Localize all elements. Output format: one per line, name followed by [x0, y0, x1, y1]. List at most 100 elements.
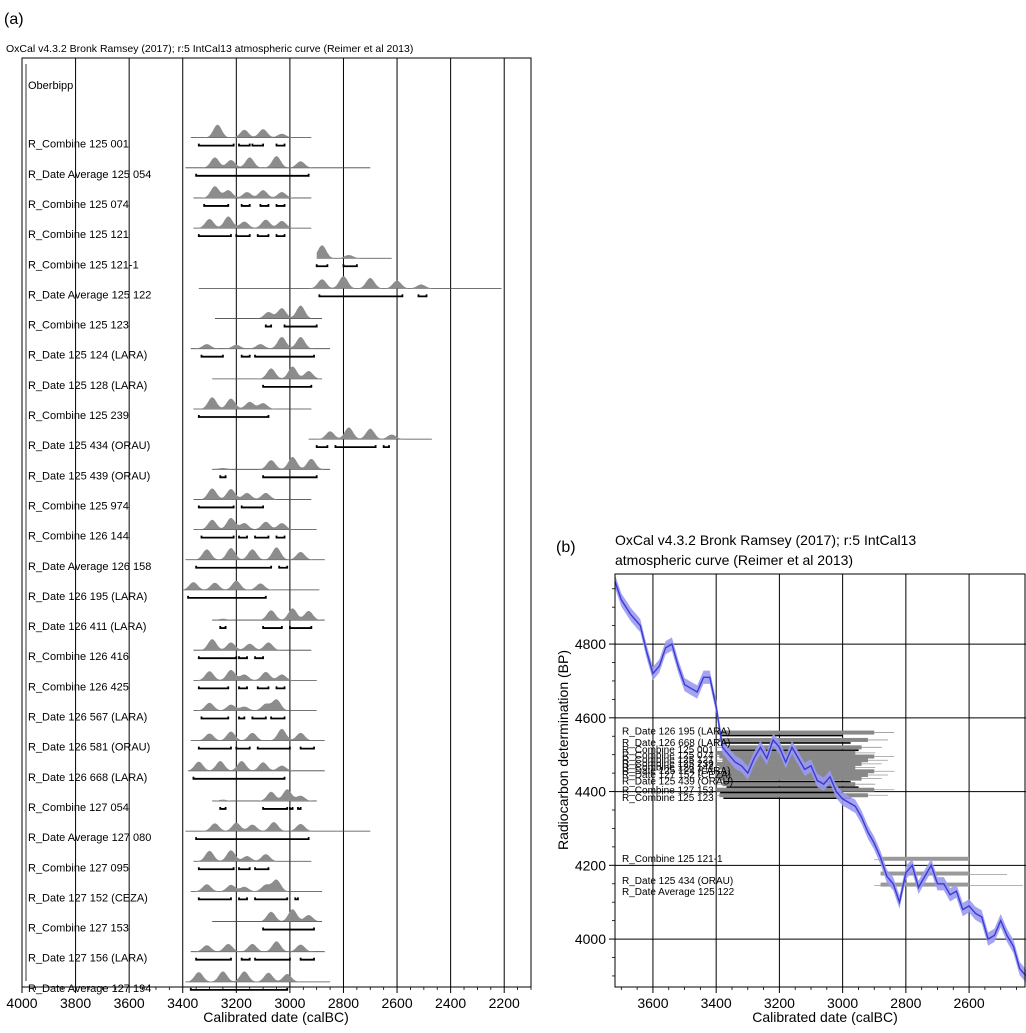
- distribution: [214, 305, 323, 319]
- range-bracket: [197, 415, 270, 418]
- range-bracket: [315, 445, 329, 449]
- y-tick-label: 4000: [575, 931, 606, 947]
- sample-label: R_Combine 125 001: [622, 745, 714, 756]
- range-bracket: [219, 806, 227, 810]
- y-tick-label: 4600: [575, 710, 606, 726]
- distribution: [212, 789, 317, 801]
- distribution: [193, 669, 317, 681]
- distribution: [722, 758, 868, 763]
- distribution: [190, 879, 323, 892]
- distribution: [212, 608, 325, 621]
- distribution: [716, 750, 856, 755]
- x-tick-label: 3600: [114, 995, 145, 1011]
- x-tick-label: 2800: [890, 995, 921, 1011]
- range-bracket: [197, 686, 230, 690]
- entry-label: R_Date 125 124 (LARA): [28, 350, 147, 362]
- range-bracket: [275, 686, 286, 690]
- sample-label: R_Date 126 668 (LARA): [622, 738, 730, 749]
- range-bracket: [197, 505, 235, 509]
- range-bracket: [200, 716, 230, 720]
- x-tick-label: 3200: [764, 995, 795, 1011]
- entry-label: R_Combine 125 074: [28, 199, 129, 211]
- entry-label: R_Combine 127 153: [28, 923, 129, 935]
- plot-frame: [21, 57, 532, 988]
- calibration-band: [615, 574, 1026, 983]
- distribution: [719, 776, 862, 781]
- range-bracket: [238, 897, 248, 901]
- range-bracket: [197, 656, 238, 660]
- distribution: [193, 488, 312, 500]
- distribution: [193, 397, 312, 409]
- distribution: [308, 427, 432, 440]
- range-bracket: [195, 173, 310, 177]
- panel-a-header: OxCal v4.3.2 Bronk Ramsey (2017); r:5 In…: [6, 43, 413, 55]
- range-bracket: [254, 656, 265, 660]
- distribution: [190, 728, 325, 741]
- x-tick-label: 3000: [827, 995, 858, 1011]
- range-bracket: [256, 686, 270, 690]
- range-bracket: [334, 445, 377, 449]
- range-bracket: [238, 867, 251, 871]
- entry-label: R_Combine 125 123: [28, 320, 129, 332]
- panel-b-label: (b): [556, 539, 576, 556]
- distribution: [185, 156, 371, 168]
- range-bracket: [254, 535, 270, 539]
- range-bracket: [283, 324, 318, 328]
- range-bracket: [259, 203, 270, 207]
- plot-frame: [614, 573, 1026, 988]
- range-bracket: [200, 354, 224, 358]
- distribution: [316, 245, 392, 259]
- range-bracket: [197, 897, 232, 901]
- range-bracket: [275, 234, 286, 237]
- entry-label: R_Date Average 127 194: [28, 983, 151, 995]
- x-tick-label: 3200: [221, 995, 252, 1011]
- range-bracket: [187, 595, 267, 599]
- range-bracket: [275, 535, 286, 539]
- range-bracket: [299, 746, 315, 750]
- distribution: [722, 782, 856, 787]
- entry-label: R_Combine 127 095: [28, 862, 129, 874]
- entry-label: R_Date Average 126 158: [28, 561, 151, 573]
- panel-b-header-line2: atmospheric curve (Reimer et al 2013): [615, 552, 853, 568]
- sample-label: R_Combine 125 074: [622, 751, 714, 762]
- entry-label: R_Date 126 411 (LARA): [28, 621, 146, 633]
- range-bracket: [251, 143, 265, 147]
- panel-a-xlabel: Calibrated date (calBC): [203, 1009, 349, 1025]
- distribution: [719, 737, 868, 742]
- distribution: [185, 547, 325, 560]
- range-bracket: [189, 987, 289, 991]
- range-bracket: [235, 746, 251, 750]
- distribution: [188, 761, 325, 771]
- distribution: [193, 517, 317, 530]
- distribution: [716, 761, 862, 766]
- range-bracket: [254, 957, 291, 961]
- entry-label: R_Combine 127 054: [28, 802, 129, 814]
- range-bracket: [195, 957, 232, 961]
- entry-label: R_Combine 125 239: [28, 410, 129, 422]
- range-bracket: [238, 686, 248, 690]
- x-tick-label: 3400: [167, 995, 198, 1011]
- distribution: [880, 856, 970, 861]
- range-bracket: [299, 957, 315, 961]
- range-bracket: [262, 626, 283, 629]
- entry-label: R_Combine 126 416: [28, 651, 129, 663]
- range-bracket: [197, 143, 235, 147]
- range-bracket: [275, 203, 286, 207]
- range-bracket: [200, 535, 235, 539]
- distribution: [185, 971, 331, 982]
- distribution: [212, 366, 323, 379]
- sample-label: R_Date 125 434 (ORAU): [622, 876, 733, 887]
- distribution: [716, 772, 868, 777]
- sample-label: R_Combine 125 123: [622, 793, 714, 804]
- entry-label: R_Date 125 439 (ORAU): [28, 470, 150, 482]
- range-bracket: [275, 143, 286, 147]
- range-bracket: [240, 957, 251, 961]
- range-bracket: [235, 234, 251, 237]
- entry-label: R_Combine 126 144: [28, 531, 129, 543]
- distribution: [190, 337, 331, 349]
- panel-b-plot: 3600 3400 3200 3000 2800 2600 4000 4200 4400 4600…: [575, 573, 1026, 1011]
- distribution: [193, 186, 312, 198]
- distribution: [198, 276, 502, 289]
- x-tick-label: 3600: [637, 995, 668, 1011]
